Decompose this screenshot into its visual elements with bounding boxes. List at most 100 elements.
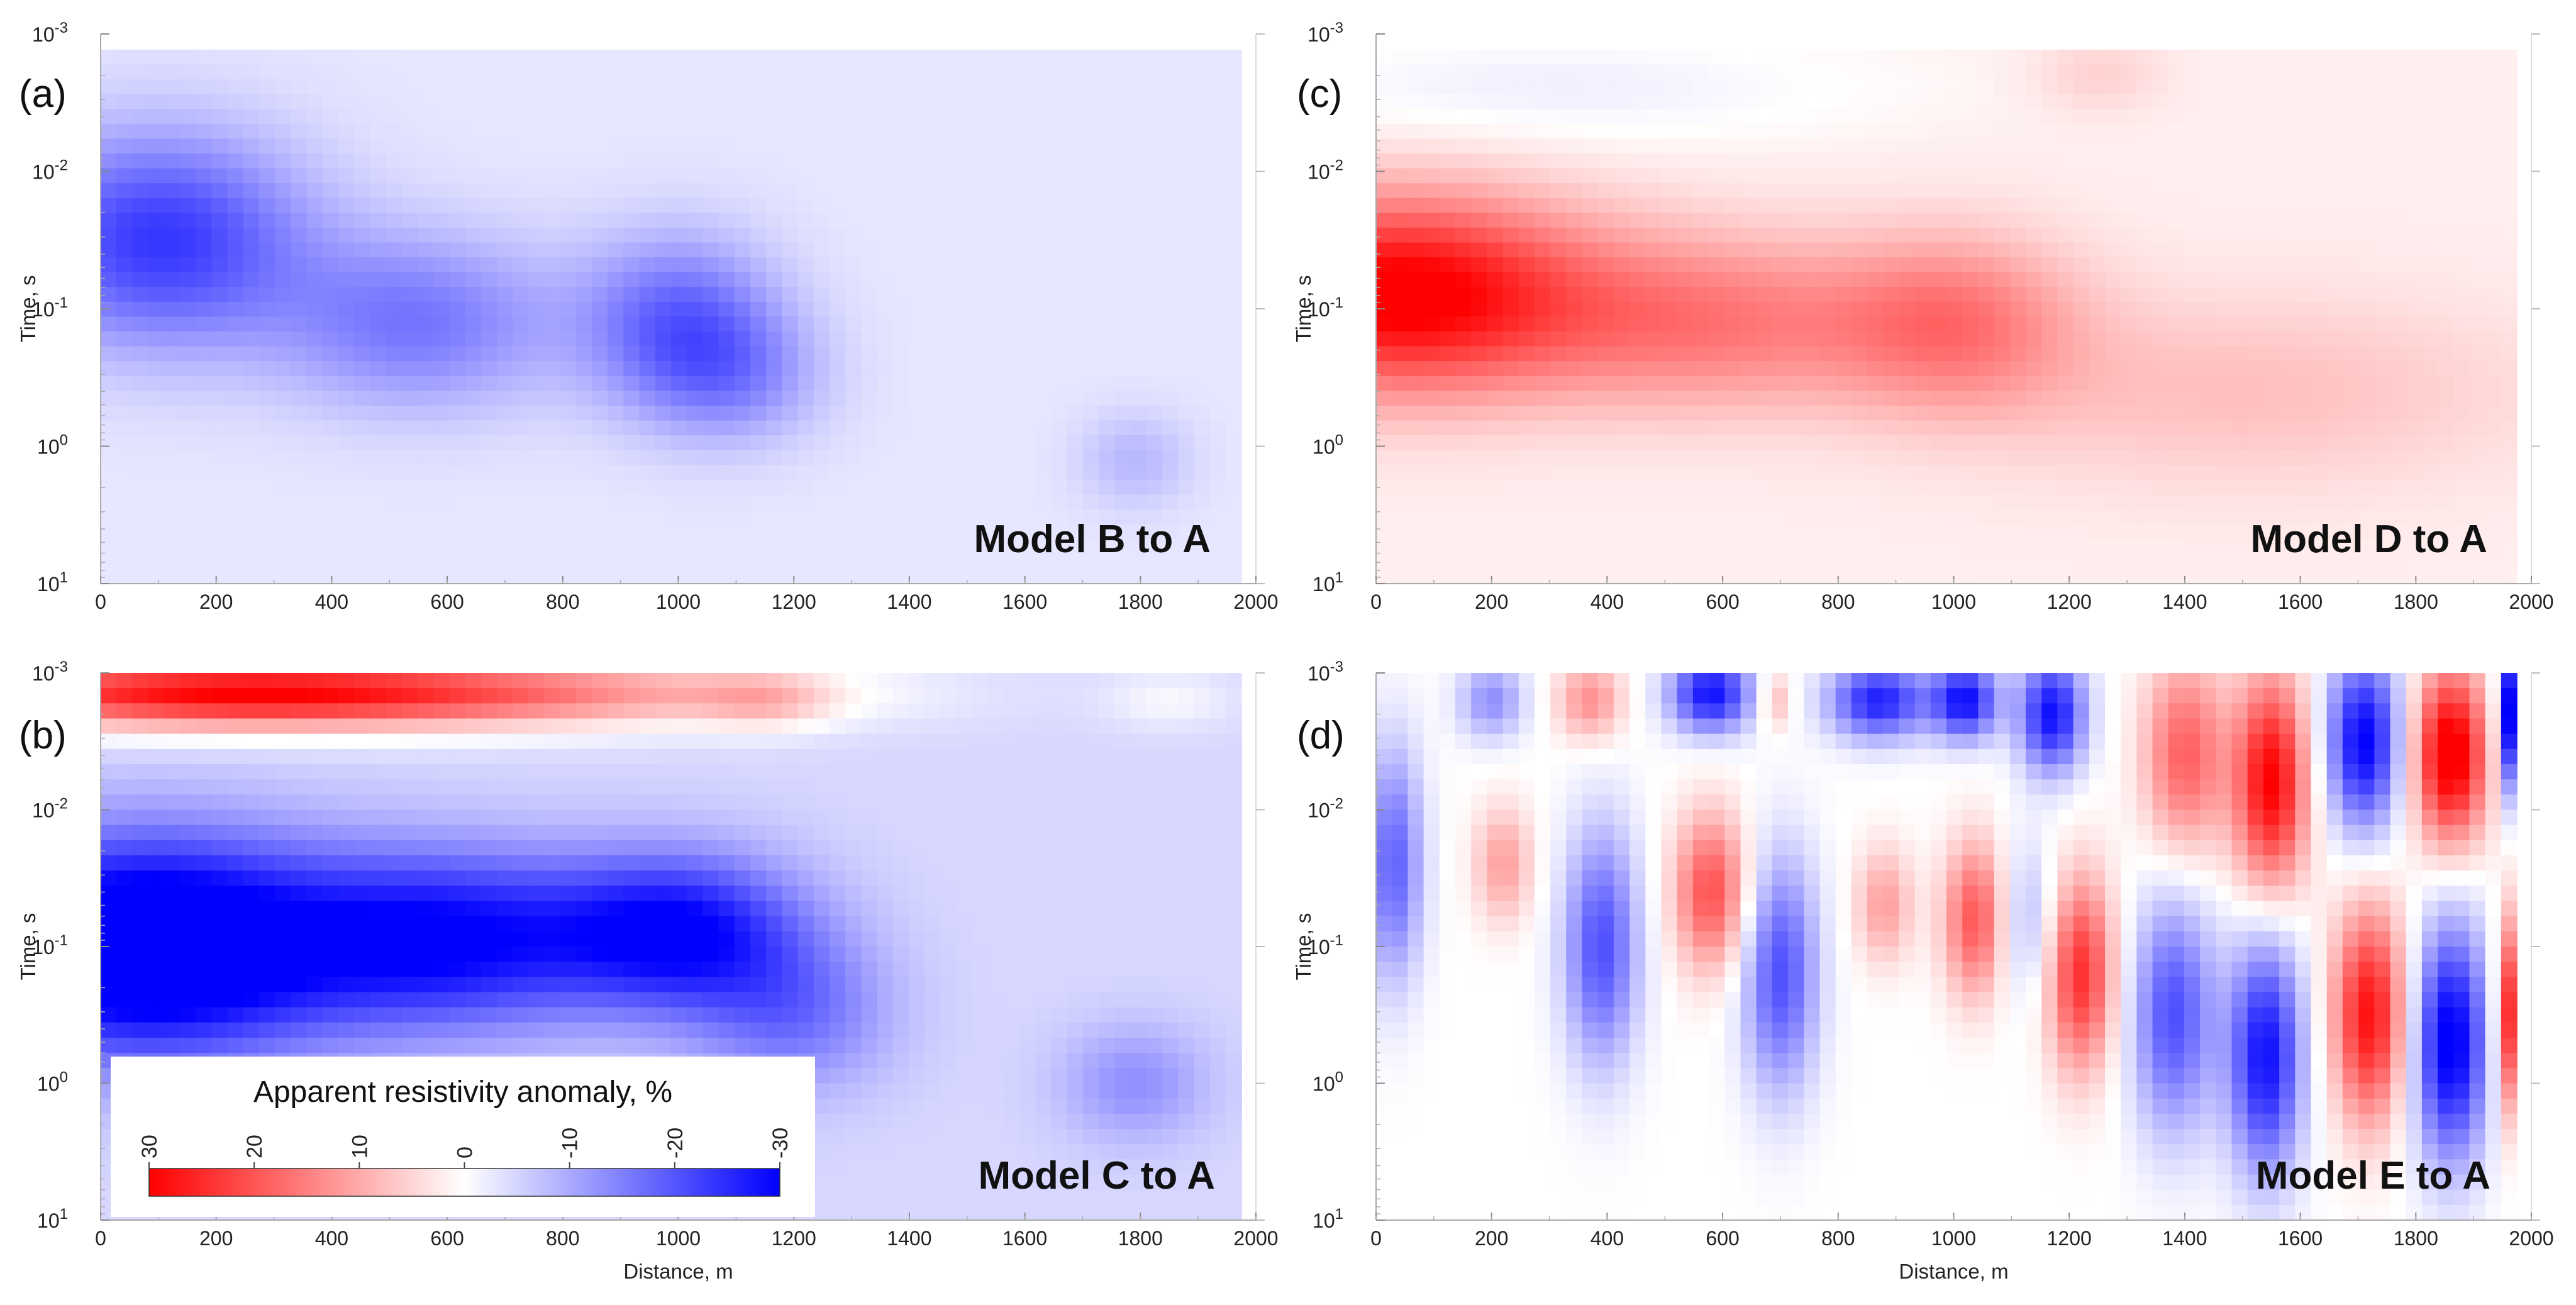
heatmap-cell	[227, 524, 244, 540]
heatmap-cell	[845, 673, 862, 689]
heatmap-cell	[655, 494, 672, 510]
heatmap-cell	[592, 375, 608, 392]
heatmap-cell	[718, 168, 735, 184]
heatmap-cell	[417, 901, 434, 917]
heatmap-cell	[639, 977, 656, 993]
heatmap-cell	[1019, 733, 1036, 750]
heatmap-cell	[132, 301, 149, 318]
heatmap-cell	[164, 947, 180, 962]
heatmap-cell	[877, 524, 894, 540]
heatmap-cell	[196, 916, 213, 932]
heatmap-cell	[1146, 227, 1163, 243]
heatmap-cell	[702, 524, 719, 540]
heatmap-cell	[544, 109, 561, 125]
heatmap-cell	[528, 539, 545, 555]
heatmap-cell	[924, 331, 941, 347]
heatmap-cell	[132, 855, 149, 871]
heatmap-cell	[513, 272, 530, 288]
heatmap-cell	[830, 272, 846, 288]
heatmap-cell	[655, 992, 672, 1008]
heatmap-cell	[830, 213, 846, 228]
heatmap-cell	[275, 825, 292, 841]
heatmap-cell	[1083, 673, 1100, 689]
heatmap-cell	[275, 509, 292, 525]
heatmap-cell	[148, 962, 165, 978]
heatmap-cell	[180, 509, 196, 525]
heatmap-cell	[877, 1189, 894, 1206]
heatmap-cell	[496, 242, 513, 258]
heatmap-cell	[496, 301, 513, 318]
heatmap-cell	[908, 316, 925, 332]
heatmap-cell	[1114, 406, 1131, 421]
heatmap-cell	[560, 494, 577, 510]
heatmap-cell	[592, 1022, 608, 1038]
heatmap-cell	[592, 992, 608, 1008]
heatmap-cell	[164, 257, 180, 273]
heatmap-cell	[101, 406, 117, 421]
heatmap-cell	[148, 539, 165, 555]
heatmap-cell	[243, 779, 260, 796]
heatmap-cell	[702, 931, 719, 947]
heatmap-cell	[291, 553, 308, 570]
heatmap-cell	[1146, 109, 1163, 125]
heatmap-cell	[496, 809, 513, 826]
heatmap-cell	[1083, 213, 1100, 228]
heatmap-cell	[116, 406, 133, 421]
heatmap-cell	[1051, 809, 1068, 826]
heatmap-cell	[592, 977, 608, 993]
heatmap-cell	[449, 391, 466, 406]
heatmap-cell	[1067, 870, 1084, 887]
heatmap-cell	[655, 947, 672, 962]
heatmap-cell	[1099, 213, 1116, 228]
heatmap-cell	[702, 718, 719, 735]
heatmap-cell	[528, 673, 545, 689]
heatmap-cell	[101, 748, 117, 765]
heatmap-cell	[861, 733, 878, 750]
heatmap-cell	[101, 1007, 117, 1023]
heatmap-cell	[623, 840, 640, 856]
heatmap-cell	[972, 153, 989, 169]
heatmap-cell	[956, 450, 973, 466]
heatmap-cell	[1067, 931, 1084, 947]
heatmap-cell	[164, 718, 180, 735]
heatmap-cell	[924, 779, 941, 796]
heatmap-cell	[148, 435, 165, 451]
heatmap-cell	[830, 1113, 846, 1130]
heatmap-cell	[164, 524, 180, 540]
heatmap-cell	[101, 346, 117, 362]
heatmap-cell	[465, 809, 482, 826]
heatmap-cell	[386, 420, 402, 436]
heatmap-cell	[243, 272, 260, 288]
heatmap-cell	[908, 301, 925, 318]
heatmap-cell	[702, 109, 719, 125]
heatmap-cell	[845, 435, 862, 451]
heatmap-cell	[417, 242, 434, 258]
heatmap-cell	[797, 509, 814, 525]
heatmap-cell	[575, 764, 592, 780]
heatmap-cell	[972, 465, 989, 480]
heatmap-cell	[623, 153, 640, 169]
heatmap-cell	[370, 406, 387, 421]
heatmap-cell	[892, 420, 909, 436]
heatmap-cell	[354, 123, 371, 140]
heatmap-cell	[433, 465, 450, 480]
heatmap-cell	[1019, 301, 1036, 318]
heatmap-cell	[734, 931, 751, 947]
heatmap-cell	[671, 49, 687, 65]
heatmap-cell	[671, 509, 687, 525]
heatmap-cell	[1051, 168, 1068, 184]
heatmap-cell	[1194, 435, 1211, 451]
heatmap-cell	[861, 1038, 878, 1053]
heatmap-cell	[1225, 435, 1242, 451]
heatmap-cell	[718, 809, 735, 826]
heatmap-cell	[291, 1038, 308, 1053]
heatmap-cell	[370, 673, 387, 689]
heatmap-cell	[1225, 138, 1242, 154]
heatmap-cell	[180, 450, 196, 466]
heatmap-cell	[924, 361, 941, 377]
heatmap-cell	[1051, 1083, 1068, 1099]
heatmap-cell	[275, 257, 292, 273]
heatmap-cell	[211, 553, 228, 570]
heatmap-cell	[1099, 316, 1116, 332]
heatmap-cell	[830, 49, 846, 65]
